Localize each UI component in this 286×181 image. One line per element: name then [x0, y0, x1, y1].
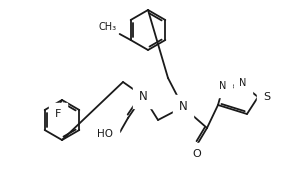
Text: F: F	[55, 109, 61, 119]
Text: N: N	[179, 100, 187, 113]
Text: N: N	[139, 89, 147, 102]
Text: CH₃: CH₃	[99, 22, 117, 32]
Text: N: N	[219, 81, 227, 91]
Text: HO: HO	[97, 129, 113, 139]
Text: N: N	[239, 78, 247, 88]
Text: O: O	[193, 149, 201, 159]
Text: S: S	[263, 92, 270, 102]
